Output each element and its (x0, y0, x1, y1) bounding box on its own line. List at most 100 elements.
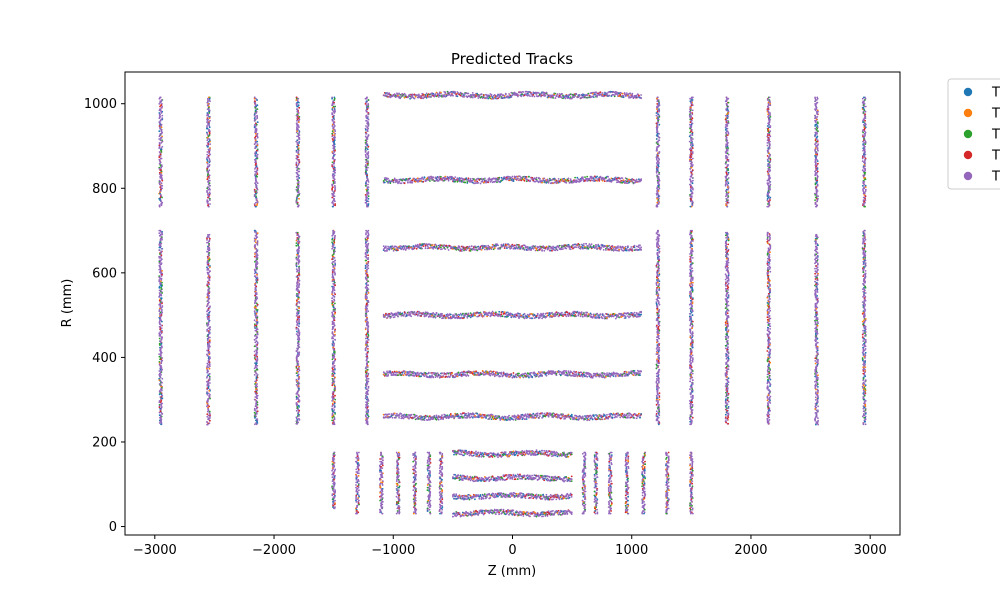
track-hit-point (539, 316, 541, 319)
track-hit-point (409, 177, 411, 180)
track-hit-point (497, 315, 499, 318)
track-hit-point (489, 180, 492, 183)
track-hit-point (516, 454, 519, 457)
track-hit-point (466, 416, 469, 419)
track-hit-point (423, 176, 426, 179)
track-hit-point (631, 92, 634, 95)
track-hit-point (467, 92, 470, 95)
track-hit-point (638, 94, 640, 97)
track-hit-point (477, 494, 480, 496)
track-hit-point (624, 315, 627, 318)
track-hit-point (624, 245, 627, 248)
track-hit-point (523, 317, 526, 320)
track-hit-point (601, 92, 604, 94)
track-hit-point (512, 180, 515, 183)
track-hit-point (610, 181, 613, 183)
track-hit-point (545, 182, 548, 184)
track-hit-point (510, 374, 513, 376)
track-hit-point (541, 250, 543, 252)
track-hit-point (529, 91, 531, 93)
track-hit-point (570, 453, 573, 456)
track-hit-point (460, 250, 463, 253)
track-hit-point (455, 494, 458, 497)
track-hit-point (528, 175, 530, 178)
track-hit-point (423, 243, 426, 245)
track-hit-point (415, 312, 418, 315)
track-hit-point (454, 180, 457, 183)
track-hit-point (537, 181, 540, 184)
track-hit-point (534, 477, 537, 480)
track-hit-point (497, 244, 499, 247)
track-hit-point (621, 92, 624, 95)
track-hit-point (504, 313, 507, 315)
track-hit-point (579, 315, 582, 318)
track-hit-point (633, 370, 636, 372)
track-hit-point (500, 93, 503, 95)
track-hit-point (412, 96, 415, 99)
track-hit-point (592, 414, 595, 416)
track-hit-point (632, 374, 635, 377)
track-hit-point (587, 92, 590, 95)
track-hit-point (590, 416, 593, 418)
track-hit-point (410, 315, 413, 318)
track-hit-point (555, 372, 558, 375)
track-hit-point (556, 249, 559, 252)
track-hit-point (402, 374, 405, 377)
track-hit-point (536, 372, 539, 375)
track-hit-point (481, 369, 484, 372)
track-hit-point (434, 316, 437, 319)
track-hit-point (471, 96, 474, 99)
chart-title: Predicted Tracks (451, 50, 573, 68)
track-hit-point (437, 418, 440, 421)
track-hit-point (627, 416, 629, 419)
track-hit-point (535, 93, 538, 95)
track-hit-point (546, 178, 549, 181)
track-hit-point (639, 372, 641, 375)
track-hit-point (529, 180, 531, 183)
track-hit-point (601, 317, 604, 320)
track-hit-point (512, 372, 515, 374)
track-hit-point (403, 182, 406, 185)
track-hit-point (548, 476, 551, 479)
track-hit-point (485, 476, 487, 479)
track-hit-point (575, 93, 578, 95)
track-hit-point (541, 449, 543, 452)
track-hit-point (425, 179, 428, 182)
track-hit-point (440, 246, 442, 249)
track-hit-point (570, 451, 573, 454)
track-hit-point (575, 315, 578, 318)
track-hit-point (517, 93, 519, 96)
track-hit-point (463, 94, 465, 96)
track-hit-point (524, 413, 527, 416)
track-hit-point (508, 414, 510, 417)
track-hit-point (426, 245, 429, 248)
track-hit-point (586, 311, 589, 314)
track-hit-point (402, 94, 405, 97)
track-hit-point (526, 92, 529, 95)
track-hit-point (631, 248, 634, 250)
track-hit-point (595, 375, 597, 378)
track-hit-point (504, 415, 507, 418)
track-hit-point (463, 454, 465, 457)
track-hit-point (583, 243, 585, 245)
track-hit-point (631, 94, 634, 97)
track-hit-point (598, 316, 601, 319)
track-hit-point (432, 376, 435, 379)
track-hit-point (555, 94, 558, 97)
track-hit-point (457, 497, 460, 500)
track-hit-point (630, 246, 633, 248)
track-hit-point (429, 415, 431, 418)
track-hit-point (561, 311, 563, 314)
track-hit-point (605, 249, 607, 251)
track-hit-point (421, 247, 424, 250)
track-hit-point (580, 312, 583, 314)
track-hit-point (434, 93, 437, 95)
track-hit-point (447, 249, 450, 251)
track-hit-point (608, 94, 611, 97)
track-hit-point (460, 451, 463, 454)
track-hit-point (635, 94, 638, 97)
track-hit-point (536, 412, 539, 415)
track-hit-point (476, 412, 479, 415)
track-hit-point (503, 95, 506, 97)
